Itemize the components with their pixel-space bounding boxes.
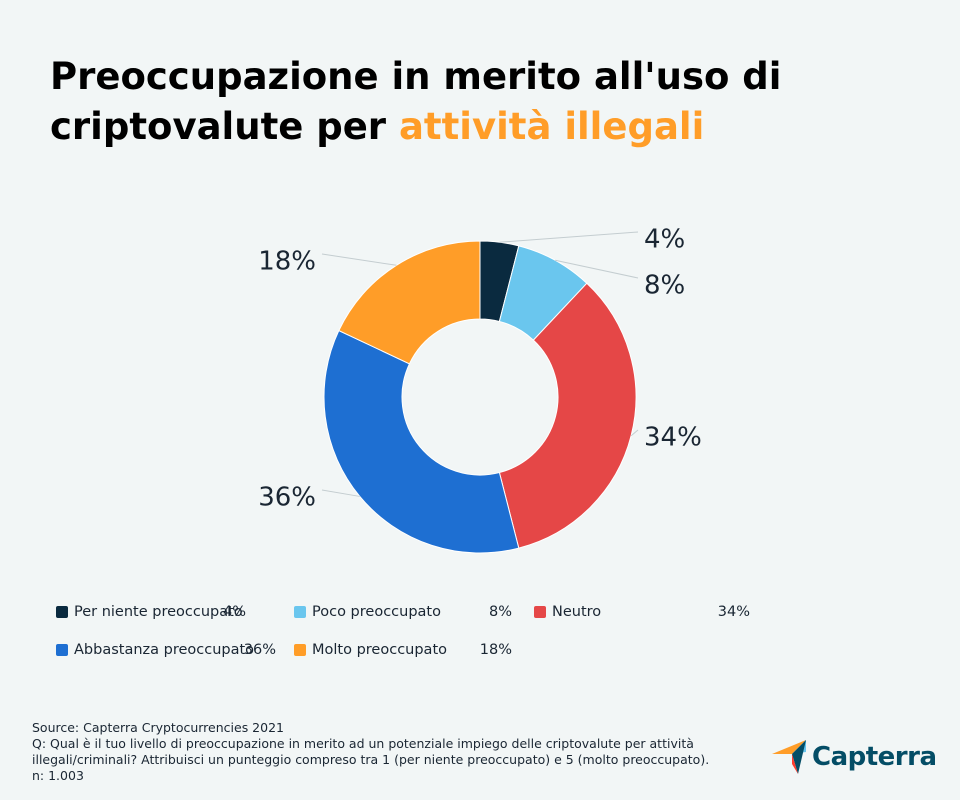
logo-text: Capterra xyxy=(812,742,937,772)
legend: Per niente preoccupato 4% Poco preoccupa… xyxy=(56,598,776,668)
legend-item-molto: Molto preoccupato 18% xyxy=(294,638,512,662)
leader-line xyxy=(499,231,639,243)
leader-line xyxy=(630,429,639,437)
data-label-neutro: 34% xyxy=(644,423,702,453)
legend-value: 8% xyxy=(488,604,512,620)
legend-value: 36% xyxy=(243,642,276,658)
title-line1: Preoccupazione in merito all'uso di xyxy=(50,55,782,98)
legend-label: Molto preoccupato xyxy=(312,642,447,658)
slice-abbastanza-preoccupato xyxy=(323,329,520,554)
legend-item-poco: Poco preoccupato 8% xyxy=(294,600,512,624)
legend-value: 4% xyxy=(222,604,246,620)
legend-swatch xyxy=(294,606,306,618)
legend-swatch xyxy=(534,606,546,618)
leader-line xyxy=(321,489,360,497)
chart-title: Preoccupazione in merito all'uso di crip… xyxy=(50,52,910,152)
capterra-arrow-icon xyxy=(772,740,806,774)
legend-swatch xyxy=(294,644,306,656)
sample-size: n: 1.003 xyxy=(32,768,84,783)
question-line1: Q: Qual è il tuo livello di preoccupazio… xyxy=(32,736,694,751)
legend-item-per-niente: Per niente preoccupato 4% xyxy=(56,600,246,624)
donut-chart: 4% 8% 34% 36% 18% xyxy=(258,225,702,554)
legend-value: 34% xyxy=(717,604,750,620)
data-label-per-niente-preoccupato: 4% xyxy=(644,225,685,255)
legend-value: 18% xyxy=(479,642,512,658)
legend-item-neutro: Neutro 34% xyxy=(534,600,750,624)
leader-line xyxy=(555,259,639,279)
question-line2: illegali/criminali? Attribuisci un punte… xyxy=(32,752,710,767)
legend-label: Neutro xyxy=(552,604,602,620)
slice-molto-preoccupato xyxy=(338,240,481,365)
capterra-logo: Capterra xyxy=(772,740,937,774)
source-notes: Source: Capterra Cryptocurrencies 2021 Q… xyxy=(32,720,712,784)
title-line2-prefix: criptovalute per xyxy=(50,105,387,148)
leader-line xyxy=(321,253,397,266)
slice-neutro xyxy=(498,282,637,549)
source-line: Source: Capterra Cryptocurrencies 2021 xyxy=(32,720,284,735)
legend-label: Poco preoccupato xyxy=(312,604,441,620)
data-label-molto-preoccupato: 18% xyxy=(258,247,316,277)
data-label-poco-preoccupato: 8% xyxy=(644,271,685,301)
data-label-abbastanza-preoccupato: 36% xyxy=(258,483,316,513)
title-highlight: attività illegali xyxy=(398,105,705,148)
legend-label: Abbastanza preoccupato xyxy=(74,642,255,658)
legend-swatch xyxy=(56,606,68,618)
legend-label: Per niente preoccupato xyxy=(74,604,243,620)
legend-swatch xyxy=(56,644,68,656)
legend-item-abbastanza: Abbastanza preoccupato 36% xyxy=(56,638,276,662)
